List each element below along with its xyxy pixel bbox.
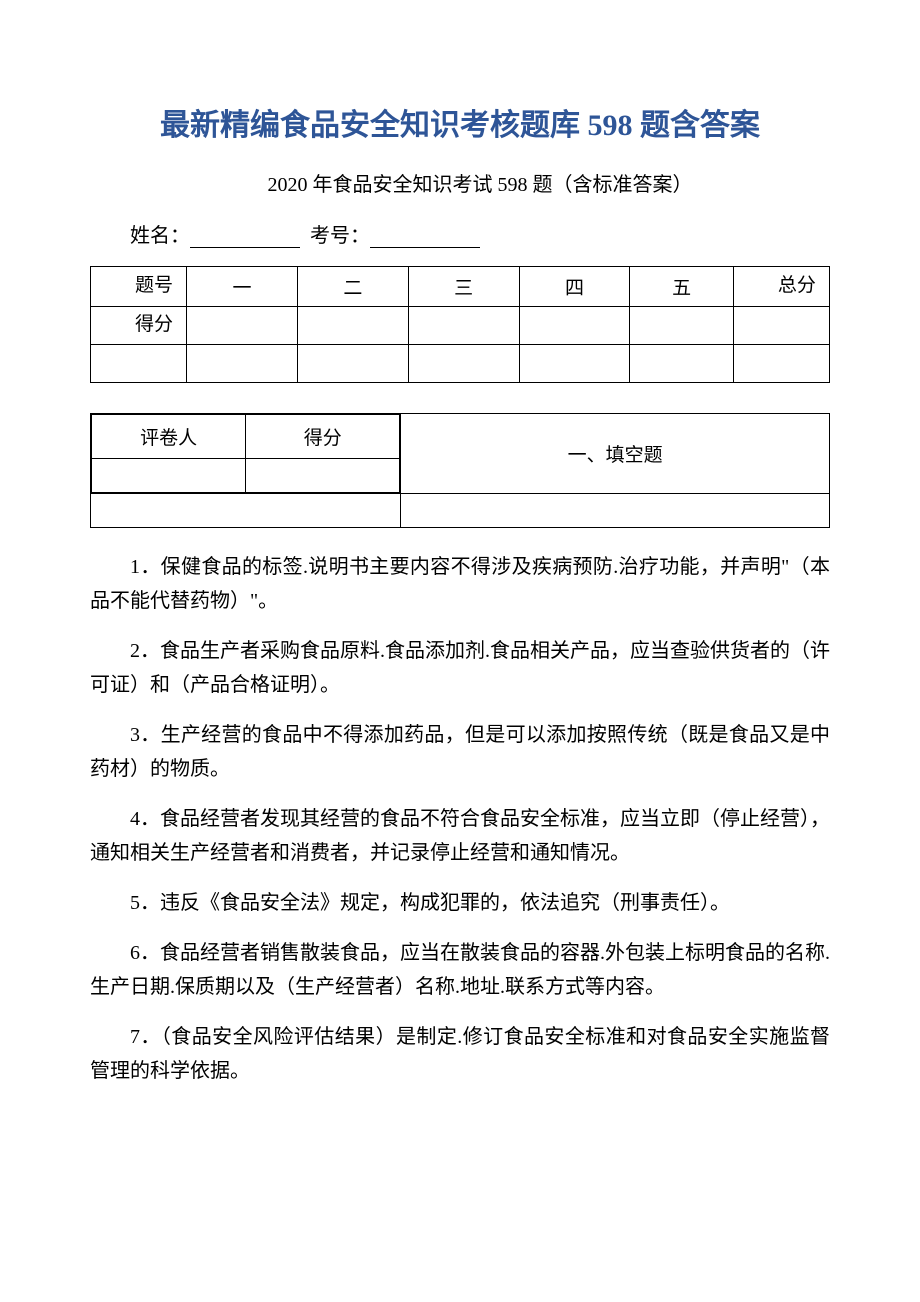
cell xyxy=(519,345,630,383)
cell xyxy=(246,459,400,493)
cell xyxy=(733,307,829,345)
table-row xyxy=(91,345,830,383)
grader-table: 评卷人 得分 一、填空题 xyxy=(90,413,830,528)
cell xyxy=(733,345,829,383)
cell xyxy=(408,307,519,345)
cell xyxy=(91,494,401,528)
cell xyxy=(519,307,630,345)
info-line: 姓名： 考号： xyxy=(90,219,830,248)
table-row: 得分 xyxy=(91,307,830,345)
question-4: 4．食品经营者发现其经营的食品不符合食品安全标准，应当立即（停止经营），通知相关… xyxy=(90,802,830,870)
cell xyxy=(630,307,733,345)
score-table: 题号 一 二 三 四 五 总分 得分 xyxy=(90,266,830,383)
question-6: 6．食品经营者销售散装食品，应当在散装食品的容器.外包装上标明食品的名称.生产日… xyxy=(90,936,830,1004)
cell xyxy=(91,345,187,383)
score-label: 得分 xyxy=(246,415,400,459)
name-label: 姓名： xyxy=(130,225,190,247)
exam-no-underline xyxy=(370,228,480,248)
cell xyxy=(408,345,519,383)
col-4: 四 xyxy=(519,267,630,307)
cell xyxy=(297,345,408,383)
cell xyxy=(401,494,830,528)
question-1: 1．保健食品的标签.说明书主要内容不得涉及疾病预防.治疗功能，并声明"（本品不能… xyxy=(90,550,830,618)
cell xyxy=(187,345,298,383)
subtitle: 2020 年食品安全知识考试 598 题（含标准答案） xyxy=(90,168,830,197)
grader-inner: 评卷人 得分 xyxy=(91,414,401,494)
col-3: 三 xyxy=(408,267,519,307)
page-title: 最新精编食品安全知识考核题库 598 题含答案 xyxy=(90,100,830,144)
question-5: 5．违反《食品安全法》规定，构成犯罪的，依法追究（刑事责任）。 xyxy=(90,886,830,920)
col-total: 总分 xyxy=(733,267,829,307)
grader-label: 评卷人 xyxy=(92,415,246,459)
question-2: 2．食品生产者采购食品原料.食品添加剂.食品相关产品，应当查验供货者的（许可证）… xyxy=(90,634,830,702)
col-5: 五 xyxy=(630,267,733,307)
cell xyxy=(92,459,246,493)
cell xyxy=(187,307,298,345)
cell xyxy=(297,307,408,345)
table-row xyxy=(91,494,830,528)
exam-no-label: 考号： xyxy=(310,225,370,247)
cell xyxy=(630,345,733,383)
name-underline xyxy=(190,228,300,248)
table-row: 题号 一 二 三 四 五 总分 xyxy=(91,267,830,307)
section-label: 一、填空题 xyxy=(401,414,830,494)
header-cell-no: 题号 xyxy=(91,267,187,307)
question-7: 7．（食品安全风险评估结果）是制定.修订食品安全标准和对食品安全实施监督管理的科… xyxy=(90,1020,830,1088)
question-3: 3．生产经营的食品中不得添加药品，但是可以添加按照传统（既是食品又是中药材）的物… xyxy=(90,718,830,786)
col-1: 一 xyxy=(187,267,298,307)
header-cell-score: 得分 xyxy=(91,307,187,345)
table-row: 评卷人 得分 一、填空题 xyxy=(91,414,830,494)
col-2: 二 xyxy=(297,267,408,307)
